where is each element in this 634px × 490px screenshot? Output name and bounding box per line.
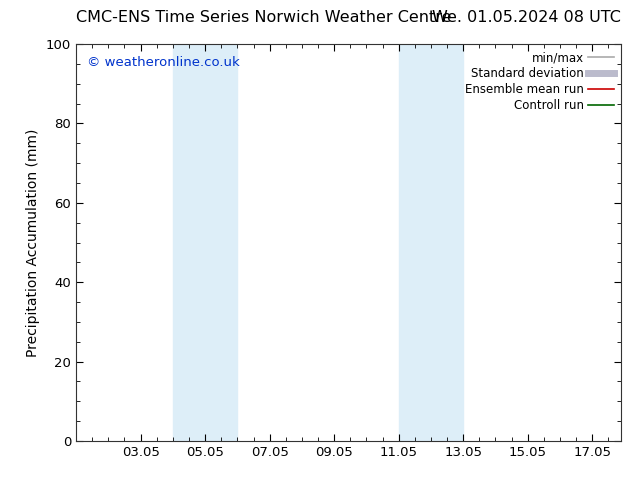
- Text: CMC-ENS Time Series Norwich Weather Centre: CMC-ENS Time Series Norwich Weather Cent…: [76, 10, 451, 24]
- Text: © weatheronline.co.uk: © weatheronline.co.uk: [87, 56, 240, 69]
- Bar: [173, 44, 237, 441]
- Legend: min/max, Standard deviation, Ensemble mean run, Controll run: min/max, Standard deviation, Ensemble me…: [460, 47, 619, 117]
- Y-axis label: Precipitation Accumulation (mm): Precipitation Accumulation (mm): [27, 128, 41, 357]
- Bar: [399, 44, 463, 441]
- Text: We. 01.05.2024 08 UTC: We. 01.05.2024 08 UTC: [432, 10, 621, 24]
